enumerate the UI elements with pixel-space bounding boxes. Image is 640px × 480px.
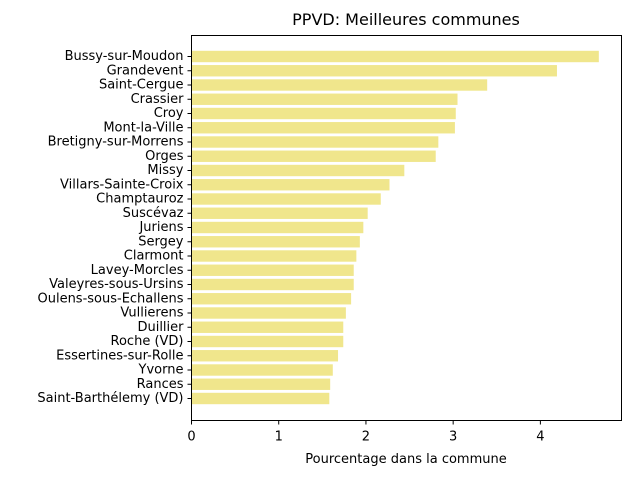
bar [191,236,360,248]
bar [191,335,344,348]
category-label: Essertines-sur-Rolle [56,348,183,363]
category-label: Saint-Cergue [99,78,184,93]
bar [191,392,330,405]
x-axis-ticks: 0 1 2 3 4 [187,420,545,445]
category-label: Sergey [138,234,184,249]
category-label: Bretigny-sur-Morrens [48,135,184,150]
x-tick-label: 1 [275,430,283,445]
bar [191,364,333,376]
category-label: Oulens-sous-Echallens [37,291,183,306]
bar [191,65,557,77]
bar [191,250,357,262]
category-label: Bussy-sur-Moudon [65,49,184,64]
x-axis-label: Pourcentage dans la commune [305,452,506,467]
category-label: Crassier [131,92,185,107]
bar [191,350,339,362]
bar [191,50,599,63]
plot-frame [191,35,622,421]
category-label: Rances [137,377,184,392]
category-label: Saint-Barthélemy (VD) [37,391,183,406]
category-label: Missy [147,163,183,178]
category-label: Juriens [138,220,183,235]
x-tick-label: 4 [536,430,544,445]
bar [191,378,331,390]
bar [191,150,436,162]
bar [191,79,488,91]
category-label: Roche (VD) [111,334,184,349]
chart-title: PPVD: Meilleures communes [292,10,520,29]
bar [191,193,381,205]
x-tick-label: 2 [362,430,370,445]
bar [191,107,456,120]
category-label: Suscévaz [123,206,184,221]
bar [191,278,354,291]
bar [191,321,344,333]
category-label: Vullierens [120,306,183,321]
category-label: Yvorne [138,363,184,378]
bar [191,136,439,148]
category-label: Grandevent [107,63,184,78]
bars-group [191,50,599,405]
bar [191,207,368,219]
bar [191,221,364,234]
category-labels: Bussy-sur-MoudonGrandeventSaint-CergueCr… [37,49,192,406]
bar [191,93,458,105]
category-label: Clarmont [124,249,184,264]
category-label: Valeyres-sous-Ursins [49,277,184,292]
bar [191,264,354,276]
bar [191,164,405,177]
category-label: Orges [145,149,184,164]
x-tick-label: 3 [449,430,457,445]
category-label: Lavey-Morcles [91,263,184,278]
category-label: Croy [154,106,184,121]
bar [191,122,455,134]
category-label: Villars-Sainte-Croix [60,177,184,192]
x-tick-label: 0 [187,430,195,445]
bar [191,179,390,191]
category-label: Champtauroz [96,192,184,207]
bar [191,293,352,305]
category-label: Duillier [137,320,184,335]
category-label: Mont-la-Ville [103,120,183,135]
bar [191,307,346,319]
